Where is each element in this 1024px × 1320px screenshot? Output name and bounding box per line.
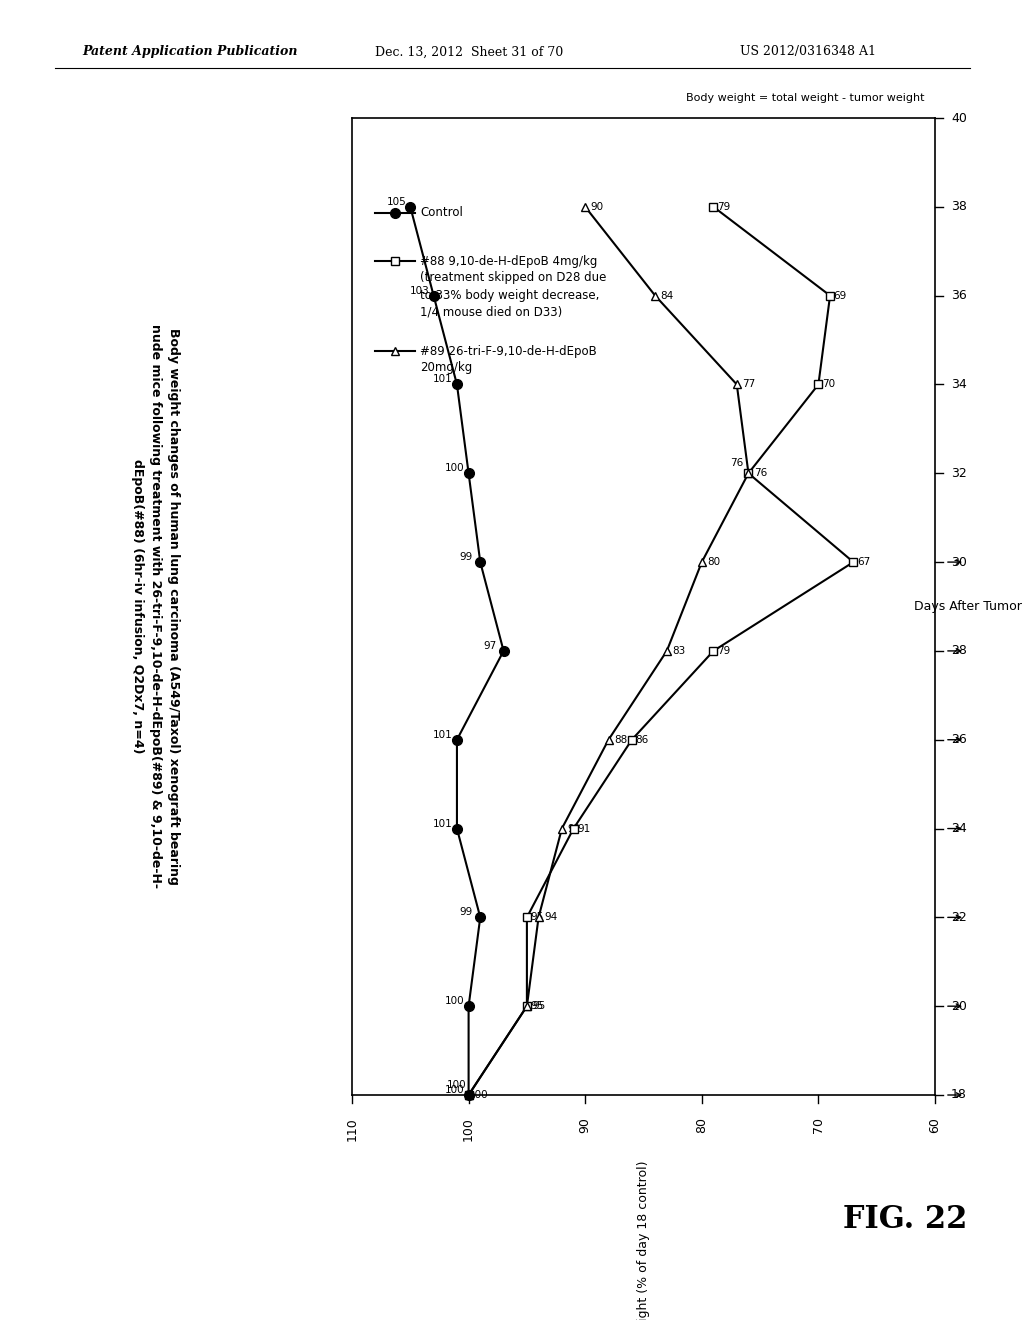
Text: 22: 22 xyxy=(951,911,967,924)
Text: 69: 69 xyxy=(834,290,847,301)
Text: 91: 91 xyxy=(577,824,590,833)
Text: 80: 80 xyxy=(695,1117,709,1133)
Text: 28: 28 xyxy=(951,644,967,657)
Text: 100: 100 xyxy=(444,997,465,1006)
Text: #88 9,10-de-H-dEpoB 4mg/kg: #88 9,10-de-H-dEpoB 4mg/kg xyxy=(420,255,598,268)
Text: 1/4 mouse died on D33): 1/4 mouse died on D33) xyxy=(420,305,562,318)
Text: 76: 76 xyxy=(730,458,743,469)
Text: 24: 24 xyxy=(951,822,967,836)
Text: 38: 38 xyxy=(951,201,967,214)
Text: 60: 60 xyxy=(929,1117,941,1133)
Text: 26: 26 xyxy=(951,733,967,746)
Text: Body Weight (% of day 18 control): Body Weight (% of day 18 control) xyxy=(637,1160,650,1320)
Text: 97: 97 xyxy=(483,642,497,651)
Text: 94: 94 xyxy=(544,912,557,923)
Text: Control: Control xyxy=(420,206,463,219)
Text: 67: 67 xyxy=(857,557,870,568)
Text: 101: 101 xyxy=(433,375,453,384)
Text: 70: 70 xyxy=(822,379,835,389)
Text: 92: 92 xyxy=(567,824,581,833)
Text: 84: 84 xyxy=(660,290,674,301)
Text: FIG. 22: FIG. 22 xyxy=(843,1204,968,1236)
Text: 77: 77 xyxy=(742,379,756,389)
Text: 79: 79 xyxy=(717,202,730,211)
Text: Patent Application Publication: Patent Application Publication xyxy=(82,45,298,58)
Text: Body weight changes of human lung carcinoma (A549/Taxol) xenograft bearing
nude : Body weight changes of human lung carcin… xyxy=(130,325,179,888)
Text: 95: 95 xyxy=(532,1001,546,1011)
Text: 86: 86 xyxy=(635,735,648,744)
Text: 20: 20 xyxy=(951,999,967,1012)
Text: 95: 95 xyxy=(530,912,544,923)
Text: 70: 70 xyxy=(812,1117,825,1133)
Text: 90: 90 xyxy=(591,202,604,211)
Text: 34: 34 xyxy=(951,378,967,391)
Text: 103: 103 xyxy=(410,285,429,296)
Text: 100: 100 xyxy=(444,1085,465,1096)
Text: 100: 100 xyxy=(446,1080,466,1090)
Text: 101: 101 xyxy=(433,730,453,739)
Text: 100: 100 xyxy=(469,1090,488,1100)
Text: (treatment skipped on D28 due: (treatment skipped on D28 due xyxy=(420,272,606,285)
Text: 40: 40 xyxy=(951,111,967,124)
Text: US 2012/0316348 A1: US 2012/0316348 A1 xyxy=(740,45,876,58)
Text: 90: 90 xyxy=(579,1117,592,1133)
Text: 20mg/kg: 20mg/kg xyxy=(420,362,472,375)
Text: Body weight = total weight - tumor weight: Body weight = total weight - tumor weigh… xyxy=(686,92,925,103)
Text: 76: 76 xyxy=(754,469,767,478)
Text: 95: 95 xyxy=(530,1001,544,1011)
Text: 99: 99 xyxy=(460,907,473,917)
Text: 36: 36 xyxy=(951,289,967,302)
Text: 32: 32 xyxy=(951,467,967,479)
Text: 105: 105 xyxy=(386,197,407,207)
Text: 110: 110 xyxy=(345,1117,358,1140)
Text: to 33% body weight decrease,: to 33% body weight decrease, xyxy=(420,289,600,301)
Text: 18: 18 xyxy=(951,1089,967,1101)
Text: 101: 101 xyxy=(433,818,453,829)
Text: 88: 88 xyxy=(614,735,627,744)
Text: 83: 83 xyxy=(672,645,685,656)
Text: 80: 80 xyxy=(708,557,720,568)
Text: 30: 30 xyxy=(951,556,967,569)
Text: 79: 79 xyxy=(717,645,730,656)
Text: #89 26-tri-F-9,10-de-H-dEpoB: #89 26-tri-F-9,10-de-H-dEpoB xyxy=(420,345,597,358)
Text: 100: 100 xyxy=(462,1117,475,1140)
Text: Days After Tumor Implantation: Days After Tumor Implantation xyxy=(914,601,1024,612)
Text: 99: 99 xyxy=(460,552,473,562)
Text: Dec. 13, 2012  Sheet 31 of 70: Dec. 13, 2012 Sheet 31 of 70 xyxy=(375,45,563,58)
Text: 100: 100 xyxy=(444,463,465,474)
